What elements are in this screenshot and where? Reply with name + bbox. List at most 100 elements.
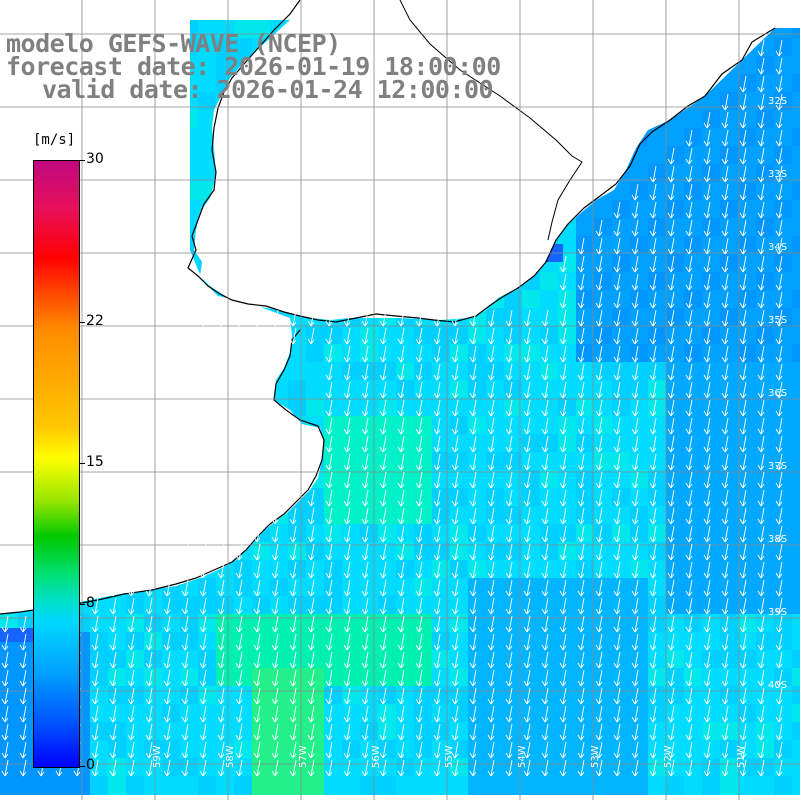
wind-arrow [775,561,783,579]
field-cell [792,272,800,291]
latitude-label: 40S [768,680,787,691]
field-cell [324,722,343,741]
wind-arrow [199,687,207,705]
field-cell [576,470,595,489]
wind-arrow [613,561,621,579]
wind-arrow [577,597,585,615]
field-cell [630,650,649,669]
field-cell [540,650,559,669]
wind-arrow [217,525,225,543]
wind-arrow [649,669,657,687]
wind-arrow [613,435,621,453]
field-cell [450,560,469,579]
wind-arrow [307,543,315,561]
wind-arrow [91,741,99,759]
wind-arrow [469,651,477,669]
field-cell [684,182,703,201]
wind-arrow [703,417,711,435]
field-cell [396,524,415,543]
field-cell [666,200,685,219]
wind-arrow [127,759,135,777]
field-cell [162,704,181,723]
field-cell [666,560,685,579]
wind-arrow [739,273,747,291]
field-cell [342,578,361,597]
wind-arrow [757,345,765,363]
field-cell [180,740,199,759]
field-cell [756,74,775,93]
field-cell [270,758,289,777]
field-cell [630,218,649,237]
field-cell [756,164,775,183]
wind-arrow [631,237,639,255]
field-cell [774,416,793,435]
field-cell [720,308,739,327]
field-cell [792,560,800,579]
field-cell [342,560,361,579]
field-cell [540,524,559,543]
field-cell [0,704,19,723]
field-cell [414,488,433,507]
field-cell [720,470,739,489]
wind-arrow [721,741,729,759]
field-cell [738,758,757,777]
wind-arrow [469,525,477,543]
field-cell [504,434,523,453]
wind-arrow [595,489,603,507]
field-cell [666,506,685,525]
wind-arrow [577,525,585,543]
field-cell [594,218,613,237]
field-cell [450,362,469,381]
wind-arrow [721,327,729,345]
wind-arrow [199,327,207,345]
wind-arrow [523,651,531,669]
wind-arrow [343,525,351,543]
field-cell [522,650,541,669]
field-cell [306,524,325,543]
wind-arrow [307,759,315,777]
wind-arrow [289,579,297,597]
field-cell [648,434,667,453]
wind-arrow [433,669,441,687]
wind-arrow [703,561,711,579]
field-cell [18,668,37,687]
field-cell [774,272,793,291]
field-cell [324,326,343,345]
wind-arrow [163,633,171,651]
field-cell [756,632,775,651]
field-cell [720,740,739,759]
wind-arrow [91,597,99,615]
field-cell [360,578,379,597]
field-cell [702,164,721,183]
wind-arrow [379,363,387,381]
field-cell [702,614,721,633]
field-cell [432,434,451,453]
wind-arrow [217,543,225,561]
wind-arrow [559,579,567,597]
field-cell [504,524,523,543]
latitude-label: 36S [768,388,787,399]
wind-arrow [91,633,99,651]
wind-arrow [145,651,153,669]
wind-arrow [613,633,621,651]
field-cell [648,614,667,633]
field-cell [792,506,800,525]
field-cell [612,452,631,471]
wind-arrow [757,165,765,183]
wind-arrow [307,633,315,651]
field-cell [648,380,667,399]
field-cell [342,632,361,651]
wind-arrow [361,399,369,417]
wind-arrow [469,453,477,471]
field-cell [324,398,343,417]
field-cell [306,668,325,687]
wind-arrow [667,453,675,471]
field-cell [486,722,505,741]
field-cell [666,632,685,651]
field-cell [684,344,703,363]
wind-arrow [415,543,423,561]
field-cell [774,614,793,633]
field-cell [756,488,775,507]
field-cell [216,650,235,669]
wind-arrow [595,507,603,525]
